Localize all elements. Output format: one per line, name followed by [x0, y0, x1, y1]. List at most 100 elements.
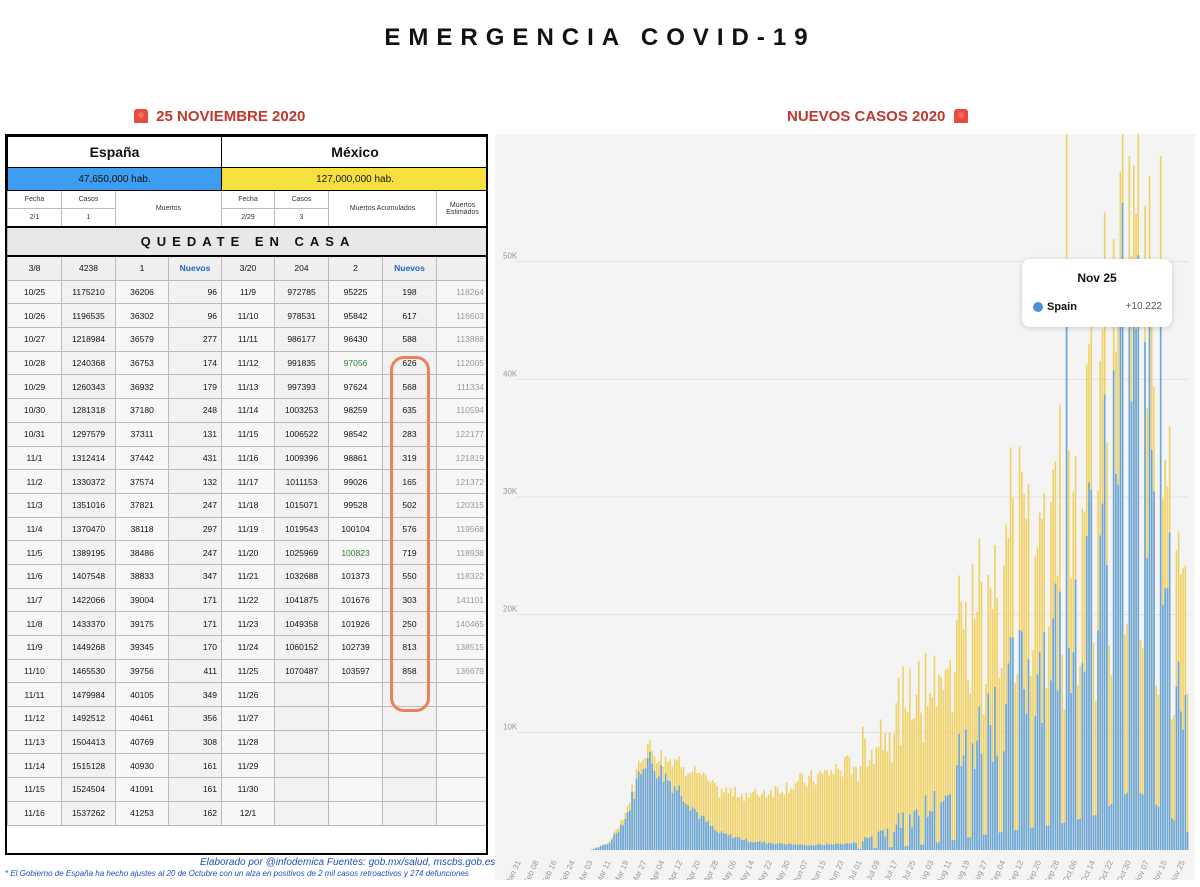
bar-spain [756, 841, 759, 850]
table-cell: 161 [168, 777, 222, 802]
bar-spain [998, 832, 1001, 850]
table-cell: 1465530 [61, 658, 116, 684]
bar-spain [848, 843, 851, 850]
table-cell: 37442 [115, 445, 169, 471]
bar-spain [734, 837, 736, 850]
table-cell: 297 [168, 516, 222, 542]
tooltip-series: Spain [1047, 301, 1077, 313]
table-cell: 277 [168, 327, 222, 352]
bar-spain [1070, 693, 1072, 850]
bar-other [962, 628, 965, 850]
bar-spain [926, 816, 929, 850]
bar-spain [1184, 695, 1187, 850]
table-cell: 12/1 [221, 800, 275, 826]
first-es-casos: 4238 [61, 255, 116, 281]
bar-spain [958, 733, 960, 850]
bar-other [1047, 626, 1050, 850]
table-cell: 588 [382, 327, 437, 352]
table-cell: 1524504 [61, 777, 116, 802]
bar-other [817, 773, 819, 850]
table-cell: 1312414 [61, 445, 116, 471]
table-cell: 131 [168, 421, 222, 447]
x-tick-label: Sep 28 [1042, 859, 1061, 880]
bar-other [929, 692, 931, 850]
bar-spain [877, 831, 880, 850]
bar-spain [924, 795, 927, 850]
bar-spain [1018, 629, 1021, 850]
table-cell [328, 706, 383, 731]
table-cell: 10/31 [7, 421, 62, 447]
bar-spain [828, 844, 830, 850]
table-cell: 37574 [115, 469, 169, 494]
bar-spain [702, 815, 705, 850]
bar-other [969, 693, 972, 850]
bar-spain [996, 755, 998, 850]
table-cell: 11/26 [221, 682, 275, 708]
bar-spain [933, 790, 936, 850]
right-title: NUEVOS CASOS 2020 [787, 108, 972, 125]
bar-spain [962, 755, 965, 850]
bar-spain [987, 693, 990, 850]
bar-spain [953, 839, 956, 850]
table-cell: 11/1 [7, 445, 62, 471]
bar-other [1025, 519, 1028, 850]
bar-other [938, 674, 940, 850]
table-cell: 1009396 [274, 445, 329, 471]
bar-other [727, 792, 730, 850]
bar-spain [1005, 703, 1007, 850]
table-cell: 11/24 [221, 635, 275, 660]
bar-other [736, 797, 739, 850]
footer-note: * El Gobierno de España ha hecho ajustes… [5, 869, 469, 878]
bar-other [743, 800, 745, 850]
table-cell: 972785 [274, 279, 329, 305]
bar-spain [1063, 822, 1066, 850]
bar-spain [850, 843, 853, 850]
x-tick-label: Oct 14 [1079, 859, 1097, 880]
table-cell: 37311 [115, 421, 169, 447]
spain-header: España [7, 136, 222, 168]
bar-spain [1003, 751, 1005, 850]
table-cell [328, 682, 383, 708]
bar-other [947, 668, 949, 850]
bar-spain [853, 842, 855, 850]
bar-spain [817, 844, 819, 850]
x-tick-label: Nov 07 [1132, 859, 1151, 880]
bar-spain [646, 757, 649, 850]
bar-other [1023, 494, 1025, 850]
bar-other [996, 597, 998, 850]
bar-other [758, 796, 761, 850]
table-cell: 95225 [328, 279, 383, 305]
table-cell: 997393 [274, 374, 329, 400]
table-cell [328, 777, 383, 802]
bar-other [1050, 502, 1052, 850]
table-cell: 121372 [435, 469, 486, 494]
bar-other [716, 786, 718, 850]
bar-spain [956, 765, 958, 850]
x-tick-label: Aug 19 [953, 859, 972, 880]
bar-spain [774, 844, 777, 850]
bar-spain [720, 831, 723, 850]
header-casos: Casos [61, 190, 116, 209]
table-cell: 97056 [328, 350, 383, 376]
bar-other [781, 792, 783, 850]
bar-other [1016, 674, 1019, 850]
bar-other [810, 769, 813, 850]
bar-spain [700, 815, 703, 850]
bar-spain [749, 841, 752, 850]
bar-spain [835, 843, 837, 850]
bar-spain [879, 830, 882, 850]
bar-other [850, 774, 853, 850]
table-row: 10/31 1297579 37311 131 11/15 1006522 98542 283… [7, 421, 486, 447]
bar-spain [644, 768, 647, 850]
bar-spain [682, 801, 685, 850]
bar-spain [873, 848, 875, 850]
bar-other [765, 797, 768, 850]
x-tick-label: Oct 30 [1115, 859, 1133, 880]
bar-other [808, 776, 810, 850]
bar-spain [891, 847, 893, 850]
bar-spain [622, 825, 624, 850]
bar-spain [689, 810, 692, 850]
table-cell: 11/18 [221, 492, 275, 518]
bar-spain [989, 725, 992, 850]
bar-spain [626, 812, 629, 850]
